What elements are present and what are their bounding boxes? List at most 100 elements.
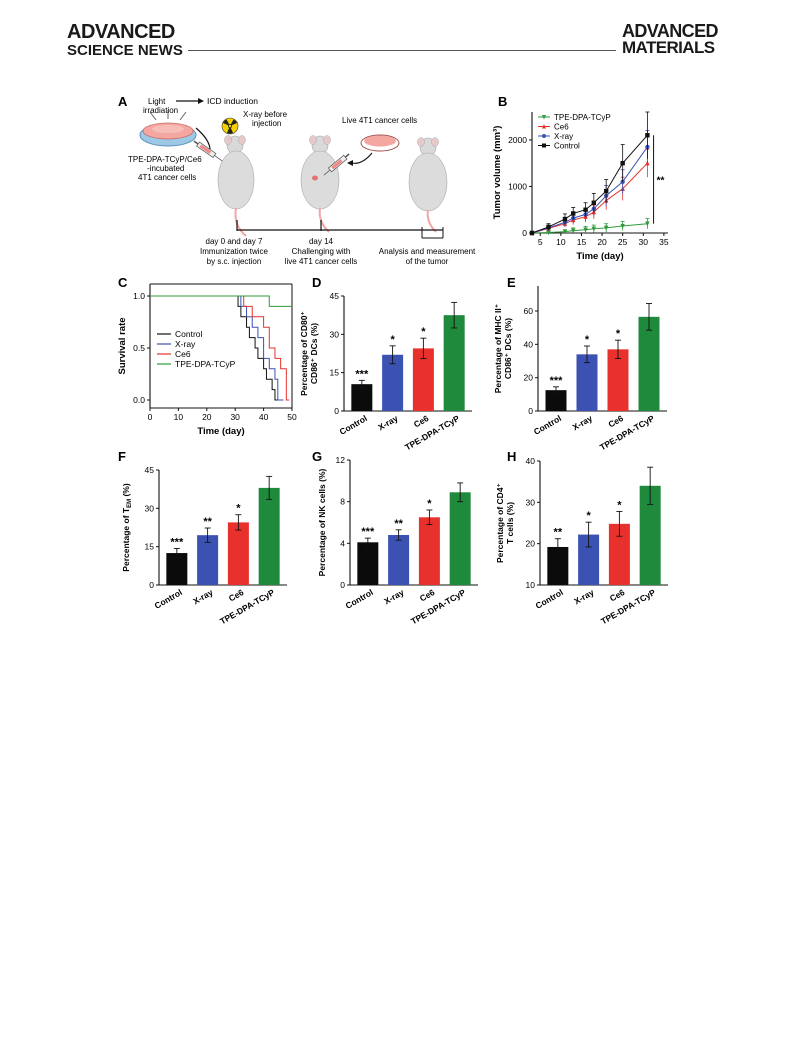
y-tick-label: 0 bbox=[340, 580, 345, 590]
bar bbox=[382, 354, 404, 411]
journal-name-advanced-right: ADVANCED bbox=[622, 21, 718, 41]
survival-curve bbox=[150, 295, 281, 401]
data-point bbox=[645, 221, 650, 227]
y-axis-title-subscript: EM bbox=[127, 499, 133, 508]
y-tick-label: 12 bbox=[336, 455, 346, 465]
series-line bbox=[531, 134, 648, 234]
journal-name-science-news: SCIENCE NEWS bbox=[67, 42, 183, 59]
category-label: Ce6 bbox=[608, 587, 627, 604]
x-tick-label: 30 bbox=[230, 412, 240, 422]
bar bbox=[639, 485, 661, 585]
category-label: X-ray bbox=[571, 413, 595, 432]
panel-a-schematic: A Light irradiation ICD induction X-ray … bbox=[118, 94, 476, 266]
data-point bbox=[583, 207, 588, 212]
mouse-icon-1 bbox=[217, 135, 255, 237]
panel-letter: E bbox=[507, 275, 516, 290]
dish2-arrow bbox=[351, 152, 373, 164]
y-tick-label: 10 bbox=[526, 580, 536, 590]
panel-f-tem-bar-chart: F 0 15 30 45 *** Control ** X-ray * Ce6TPE-DPA-TCy… bbox=[118, 449, 287, 626]
data-point bbox=[583, 227, 588, 233]
x-tick-label: 10 bbox=[174, 412, 184, 422]
y-tick-label: 30 bbox=[145, 503, 155, 513]
significance-label: ** bbox=[394, 518, 403, 530]
category-label: Ce6 bbox=[418, 587, 437, 604]
light-label-1: Light bbox=[148, 97, 166, 106]
significance-label: ** bbox=[657, 175, 665, 186]
bar bbox=[351, 384, 373, 411]
survival-curve bbox=[150, 295, 292, 307]
bar bbox=[166, 553, 188, 585]
panel-b-tumor-volume-chart: B 5 10 15 20 25 30 35 0 1000 2000 Time (day) Tumor v… bbox=[492, 94, 669, 262]
y-tick-label: 40 bbox=[524, 339, 534, 349]
y-tick-label: 0.5 bbox=[133, 343, 145, 353]
x-tick-label: 30 bbox=[639, 237, 649, 247]
y-tick-label: 0 bbox=[522, 228, 527, 238]
cell-dish-icon-2 bbox=[360, 134, 400, 152]
step2-label-1: day 14 bbox=[309, 237, 334, 246]
data-point bbox=[620, 223, 625, 229]
data-point bbox=[645, 133, 650, 138]
y-axis-title: Percentage of NK cells (%) bbox=[317, 468, 327, 576]
bar bbox=[578, 534, 600, 585]
syringe-icon-2 bbox=[323, 153, 350, 176]
x-tick-label: 5 bbox=[538, 237, 543, 247]
significance-label: * bbox=[616, 328, 621, 340]
series-line bbox=[531, 146, 648, 234]
y-tick-label: 0 bbox=[528, 406, 533, 416]
icd-label: ICD induction bbox=[207, 96, 258, 106]
y-axis-title-line2: CD86⁺ DCs (%) bbox=[503, 318, 513, 379]
legend-marker bbox=[542, 143, 546, 148]
xray-label-2: injection bbox=[252, 119, 281, 128]
legend-label: Control bbox=[554, 142, 580, 151]
y-axis-title: Percentage of TEM (%) bbox=[121, 483, 133, 572]
panel-letter: C bbox=[118, 275, 128, 290]
x-tick-label: 15 bbox=[577, 237, 587, 247]
significance-label: * bbox=[617, 499, 622, 511]
significance-label: * bbox=[585, 334, 590, 346]
data-point bbox=[546, 230, 551, 236]
light-label-2: irradiation bbox=[143, 106, 178, 115]
dish-to-syringe-arrow bbox=[195, 127, 211, 151]
panel-c-survival-chart: C 0 10 20 30 40 50 0.0 0.5 1.0 Time (day) Survival … bbox=[117, 275, 297, 437]
significance-label: * bbox=[421, 326, 426, 338]
y-axis-title: Survival rate bbox=[117, 317, 128, 374]
panel-letter: H bbox=[507, 449, 516, 464]
cells-label-3: 4T1 cancer cells bbox=[138, 173, 196, 182]
category-label: Control bbox=[344, 587, 375, 611]
y-axis-title-main: Percentage of T bbox=[121, 507, 131, 572]
significance-label: * bbox=[586, 510, 591, 522]
data-point bbox=[546, 224, 551, 230]
y-tick-label: 0 bbox=[149, 580, 154, 590]
significance-label: * bbox=[427, 498, 432, 510]
category-label: Ce6 bbox=[227, 587, 246, 604]
legend-marker bbox=[542, 134, 546, 138]
category-label: TPE-DPA-TCyP bbox=[218, 587, 276, 626]
x-tick-label: 10 bbox=[556, 237, 566, 247]
x-tick-label: 0 bbox=[148, 412, 153, 422]
step2-label-3: live 4T1 cancer cells bbox=[285, 257, 357, 266]
step1-label-2: Immunization twice bbox=[200, 247, 269, 256]
y-axis-title-line2: CD86⁺ DCs (%) bbox=[309, 323, 319, 384]
y-tick-label: 45 bbox=[330, 291, 340, 301]
cells-label-1: TPE-DPA-TCyP/Ce6 bbox=[128, 155, 202, 164]
significance-label: *** bbox=[355, 368, 369, 380]
data-point bbox=[562, 229, 568, 235]
mouse-icon-2 bbox=[300, 135, 340, 233]
y-tick-label: 0 bbox=[334, 406, 339, 416]
x-axis-title: Time (day) bbox=[197, 426, 244, 437]
x-tick-label: 20 bbox=[597, 237, 607, 247]
y-tick-label: 1.0 bbox=[133, 291, 145, 301]
syringe-icon-1 bbox=[193, 140, 223, 162]
panel-h-cd4-bar-chart: H 10 20 30 40 ** Control * X-ray * Ce6TPE-DPA-TCyP… bbox=[495, 449, 668, 626]
y-tick-label: 40 bbox=[526, 456, 536, 466]
panel-letter: F bbox=[118, 449, 126, 464]
x-tick-label: 40 bbox=[259, 412, 269, 422]
y-tick-label: 15 bbox=[330, 368, 340, 378]
y-tick-label: 60 bbox=[524, 306, 534, 316]
step1-label-1: day 0 and day 7 bbox=[206, 237, 263, 246]
data-point bbox=[603, 225, 609, 231]
category-label: Ce6 bbox=[606, 413, 625, 430]
legend-label: X-ray bbox=[554, 132, 573, 141]
